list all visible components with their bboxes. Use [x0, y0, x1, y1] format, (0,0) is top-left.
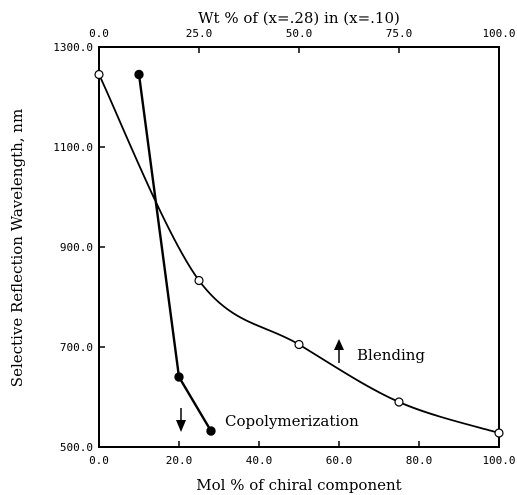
top-tick-label: 50.0 [286, 27, 313, 40]
top-axis-title: Wt % of (x=.28) in (x=.10) [198, 9, 400, 27]
copolymerization-point [174, 372, 184, 382]
series-curves [98, 74, 500, 434]
x-tick-label: 60.0 [326, 454, 353, 467]
plot-frame [98, 46, 500, 448]
x-tick-label: 0.0 [89, 454, 109, 467]
down-arrowhead-icon [176, 420, 186, 432]
blending-point [394, 397, 404, 407]
copolymerization-point [134, 69, 144, 80]
x-tick-label: 100.0 [482, 454, 515, 467]
blending-point [194, 275, 204, 286]
top-tick-label: 100.0 [482, 27, 515, 40]
copolymerization-annotation: Copolymerization [176, 408, 359, 432]
top-tick-label: 0.0 [89, 27, 109, 40]
y-axis-title: Selective Reflection Wavelength, nm [8, 109, 26, 387]
y-tick-label: 1300.0 [53, 41, 93, 54]
blending-point [494, 428, 504, 438]
blending-point [94, 69, 104, 80]
y-tick-label: 1100.0 [53, 141, 93, 154]
x-tick-label: 80.0 [406, 454, 433, 467]
y-tick-label: 700.0 [60, 341, 93, 354]
top-tick-label: 75.0 [386, 27, 413, 40]
y-tick-label: 500.0 [60, 441, 93, 454]
blending-curve [98, 74, 500, 434]
blending-label: Blending [357, 346, 425, 364]
copolymerization-point [206, 426, 216, 436]
y-tick-label: 900.0 [60, 241, 93, 254]
x-tick-label: 20.0 [166, 454, 193, 467]
blending-annotation: Blending [334, 339, 425, 364]
x-axis-title: Mol % of chiral component [196, 476, 401, 494]
series-points [94, 69, 504, 438]
top-tick-label: 25.0 [186, 27, 213, 40]
x-tick-label: 40.0 [246, 454, 273, 467]
copolymerization-label: Copolymerization [225, 412, 359, 430]
up-arrowhead-icon [334, 339, 344, 350]
ticks: 0.0 20.0 40.0 60.0 80.0 100.0 500.0 700.0 900.0 1… [53, 27, 515, 467]
blending-point [294, 339, 304, 350]
